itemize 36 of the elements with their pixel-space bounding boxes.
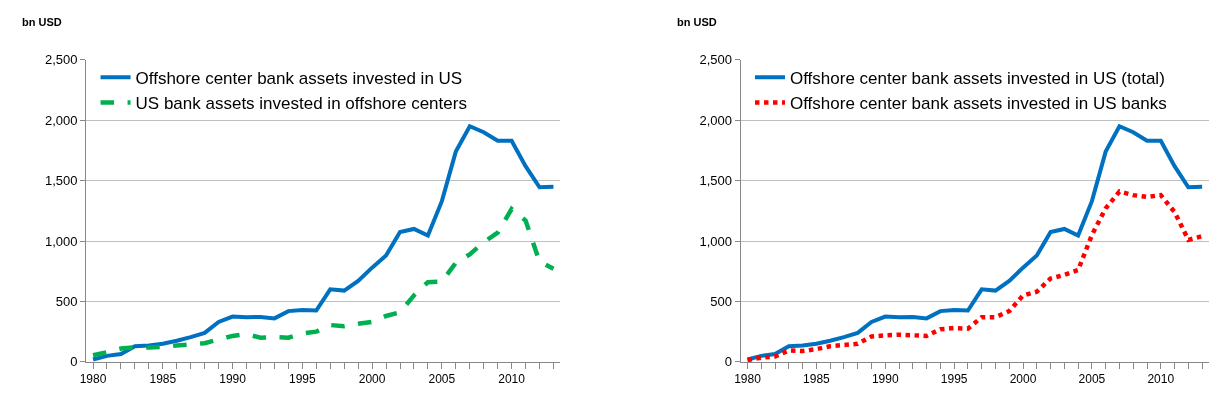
line-series <box>90 206 556 358</box>
y-tick-label: 1,000 <box>44 233 78 249</box>
y-tick-label: 1,500 <box>44 173 78 189</box>
x-tick-label: 2010 <box>498 372 526 387</box>
x-tick-label: 1995 <box>940 372 968 387</box>
y-axis-title: bn USD <box>22 16 62 28</box>
y-axis-title: bn USD <box>677 16 717 28</box>
x-tick-label: 1995 <box>288 372 316 387</box>
x-tick-label: 2010 <box>1147 372 1175 387</box>
line-series <box>745 189 1205 362</box>
y-tick-label: 0 <box>70 354 78 370</box>
x-tick-label: 1985 <box>149 372 177 387</box>
y-tick-label: 2,000 <box>699 112 733 128</box>
y-tick-label: 0 <box>724 354 733 370</box>
y-tick-label: 500 <box>710 294 733 310</box>
x-tick-label: 2000 <box>1009 372 1037 387</box>
x-tick-label: 1990 <box>871 372 899 387</box>
y-tick-label: 2,500 <box>44 52 78 68</box>
x-tick-label: 2000 <box>358 372 386 387</box>
y-tick-label: 1,500 <box>699 173 733 189</box>
legend-label: US bank assets invested in offshore centers <box>135 94 467 114</box>
legend-label: Offshore center bank assets invested in US <box>135 68 463 88</box>
y-tick-label: 2,500 <box>699 52 733 68</box>
x-tick-label: 2005 <box>1078 372 1106 387</box>
x-tick-label: 1980 <box>734 372 762 387</box>
x-tick-label: 1980 <box>79 372 107 387</box>
legend-label: Offshore center bank assets invested in US banks <box>789 94 1167 114</box>
y-tick-label: 500 <box>55 294 78 310</box>
line-series <box>91 124 556 362</box>
x-tick-label: 2005 <box>428 372 456 387</box>
line-series <box>745 124 1205 362</box>
y-tick-label: 2,000 <box>44 112 78 128</box>
legend-label: Offshore center bank assets invested in US (total) <box>789 68 1165 88</box>
y-tick-label: 1,000 <box>699 233 733 249</box>
x-tick-label: 1990 <box>219 372 247 387</box>
x-tick-label: 1985 <box>803 372 831 387</box>
